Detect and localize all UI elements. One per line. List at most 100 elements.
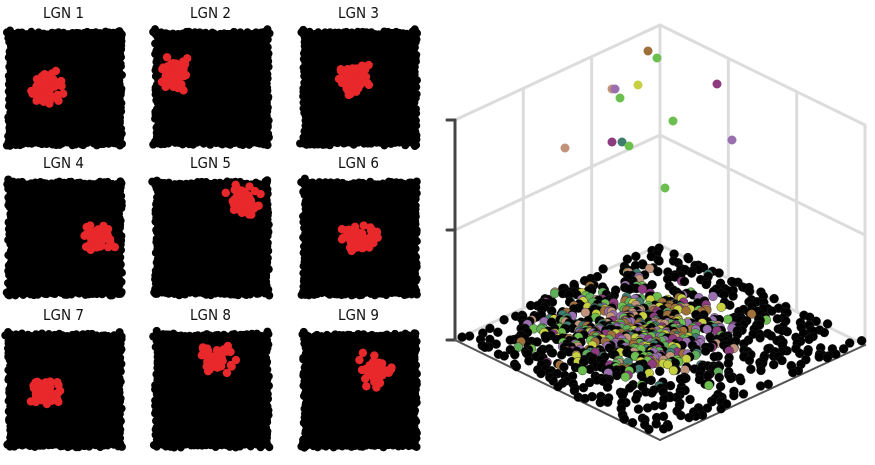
- blob-dot: [51, 66, 61, 76]
- floor-dot: [777, 355, 787, 366]
- floor-dot: [577, 365, 588, 376]
- floor-dot: [637, 284, 648, 294]
- edge-dot: [246, 290, 255, 299]
- floor-dot: [755, 381, 766, 391]
- panel-title: LGN 3: [338, 4, 379, 22]
- floor-dot: [457, 332, 467, 342]
- scatter-3d: [445, 23, 867, 441]
- floating-dot: [617, 137, 627, 147]
- edge-dot: [301, 429, 310, 438]
- edge-dot: [5, 102, 14, 111]
- floor-dot: [631, 251, 641, 262]
- edge-dot: [410, 400, 419, 409]
- blob-dot: [38, 87, 47, 97]
- edge-dot: [398, 442, 407, 451]
- floating-dot: [668, 116, 678, 126]
- panel-title: LGN 2: [190, 4, 231, 22]
- edge-dot: [104, 331, 113, 340]
- edge-dot: [395, 138, 404, 147]
- edge-dot: [33, 290, 42, 299]
- blob-dot: [198, 343, 208, 352]
- edge-dot: [117, 191, 126, 200]
- floating-dot: [712, 79, 722, 89]
- edge-dot: [108, 291, 117, 300]
- floating-dot: [643, 46, 653, 56]
- floor-dot: [681, 306, 691, 316]
- blob-dot: [345, 83, 354, 93]
- blob-dot: [222, 368, 232, 378]
- blob-dot: [253, 201, 262, 211]
- edge-dot: [412, 28, 421, 37]
- floor-dot: [736, 375, 746, 386]
- lgn-panel: LGN 2: [149, 4, 274, 150]
- blob-dot: [27, 86, 36, 96]
- edge-dot: [92, 331, 101, 340]
- blob-dot: [364, 60, 373, 70]
- blob-dot: [373, 361, 382, 371]
- floor-dot: [744, 286, 755, 297]
- floor-dot: [708, 291, 718, 301]
- blob-dot: [179, 71, 189, 81]
- blob-dot: [364, 80, 374, 90]
- blob-dot: [47, 390, 57, 399]
- edge-dot: [254, 289, 263, 298]
- panel-title: LGN 9: [338, 306, 379, 324]
- edge-dot: [411, 276, 420, 285]
- edge-dot: [263, 86, 272, 95]
- blob-dot: [103, 224, 113, 234]
- edge-dot: [115, 281, 124, 290]
- edge-dot: [152, 57, 161, 66]
- edge-dot: [42, 140, 51, 149]
- blob-dot: [373, 233, 382, 242]
- blob-dot: [160, 63, 169, 73]
- edge-dot: [67, 177, 76, 186]
- edge-dot: [238, 141, 247, 150]
- edge-dot: [115, 141, 124, 150]
- edge-dot: [37, 329, 46, 338]
- blob-dot: [236, 206, 245, 216]
- blob-dot: [358, 348, 368, 358]
- lgn-panel: LGN 4: [2, 154, 126, 300]
- edge-dot: [264, 289, 273, 298]
- floor-dot: [595, 397, 606, 408]
- edge-dot: [299, 392, 308, 401]
- blob-dot: [43, 95, 52, 105]
- blob-dot: [370, 351, 379, 360]
- edge-dot: [116, 260, 125, 269]
- edge-dot: [152, 442, 161, 451]
- floor-dot: [485, 323, 495, 334]
- edge-dot: [117, 442, 126, 451]
- wall-line: [453, 23, 662, 122]
- floor-dot: [701, 279, 711, 290]
- edge-dot: [300, 191, 309, 200]
- floor-dot: [788, 367, 798, 378]
- floor-dot: [658, 424, 669, 434]
- floor-dot: [511, 361, 522, 372]
- edge-dot: [301, 290, 310, 299]
- blob-dot: [33, 377, 42, 387]
- edge-dot: [75, 289, 84, 298]
- floor-dot: [772, 314, 783, 324]
- floor-dot: [663, 359, 673, 370]
- blob-dot: [31, 397, 41, 407]
- blob-dot: [365, 361, 374, 370]
- edge-dot: [300, 127, 309, 136]
- floor-dot: [756, 365, 766, 376]
- floating-dot: [633, 80, 643, 90]
- edge-dot: [5, 356, 14, 365]
- floor-dot: [738, 389, 749, 399]
- floor-dot: [598, 264, 608, 274]
- floor-dot: [679, 276, 690, 287]
- edge-dot: [229, 27, 238, 36]
- edge-dot: [230, 330, 239, 339]
- edge-dot: [71, 140, 80, 149]
- floor-dot: [704, 380, 714, 391]
- wall-line: [658, 133, 867, 237]
- blob-dot: [247, 210, 256, 219]
- blob-dot: [364, 239, 373, 249]
- lgn-panel: LGN 5: [148, 154, 274, 300]
- panel-title: LGN 4: [43, 154, 84, 172]
- blob-dot: [343, 231, 353, 241]
- blob-dot: [208, 352, 218, 361]
